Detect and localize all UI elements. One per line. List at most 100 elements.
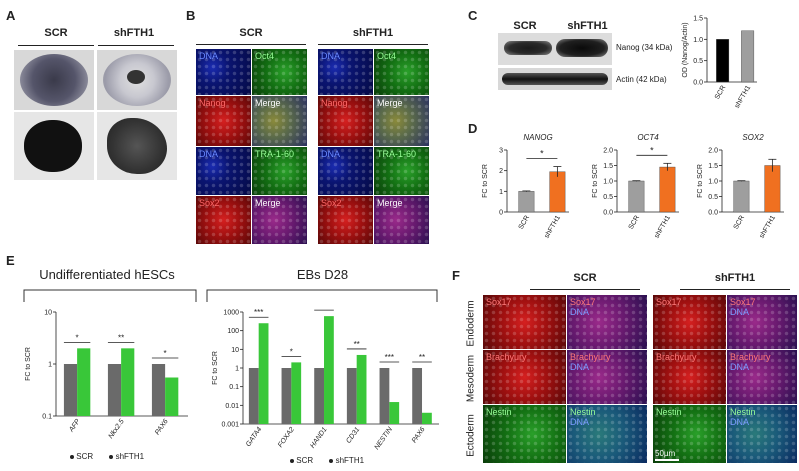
y-tick-label: 0.5 <box>708 194 718 201</box>
b-sh-merge-1: Merge <box>374 96 429 146</box>
sig-marker: * <box>164 349 167 358</box>
chart-c-od: 0.0 0.5 1.0 1.5 OD (Nanog/Actin) SCR shFTH1 <box>682 16 757 110</box>
x-tick-label: PAX6 <box>154 418 170 436</box>
sig-marker: *** <box>254 308 263 317</box>
colony-closeup-scr <box>14 112 94 180</box>
b-scr-oct4: Oct4 <box>252 49 307 95</box>
sig-marker: * <box>540 149 544 159</box>
b-sh-sox2: Sox2 <box>318 196 373 244</box>
x-tick-label: PAX6 <box>411 426 427 444</box>
bar-shFTH1-FOXA2 <box>291 362 302 424</box>
b-scr-dna-2: DNA <box>196 147 251 195</box>
f-scale-label: 50µm <box>655 449 676 458</box>
bar-shFTH1 <box>764 165 781 213</box>
f-scr-sox17-dna: Sox17 DNA <box>567 295 647 349</box>
panel-b-underline-scr <box>196 44 306 45</box>
x-tick-label: SCR <box>714 85 727 101</box>
y-tick-label: 10 <box>44 310 52 317</box>
bar-shFTH1-Nkx2.5 <box>121 348 135 416</box>
bar-shFTH1-PAX6 <box>165 377 179 416</box>
sig-marker: * <box>76 333 79 342</box>
panel-d-label: D <box>468 121 478 136</box>
y-tick-label: 1 <box>499 189 503 196</box>
bar-shFTH1-PAX6 <box>422 412 432 424</box>
panel-f-header-shfth1: shFTH1 <box>714 272 756 284</box>
chart-d-nanog: NANOG 0 1 2 3 FC to SCR SCR shFTH1 * <box>482 133 569 240</box>
y-tick-label: 3 <box>499 148 503 155</box>
colony-plate-shfth1 <box>97 50 177 110</box>
f-scr-brachyury-dna: Brachyury DNA <box>567 350 647 404</box>
y-axis-label: FC to SCR <box>697 164 704 198</box>
y-tick-label: 0.1 <box>229 384 239 391</box>
y-tick-label: 1.0 <box>693 37 703 44</box>
b-scr-tra160: TRA-1-60 <box>252 147 307 195</box>
panel-c-header-shfth1: shFTH1 <box>567 20 608 32</box>
chart-title: NANOG <box>523 133 552 142</box>
e-left-bracket <box>23 289 197 302</box>
y-axis-label: FC to SCR <box>592 164 599 198</box>
y-tick-label: 100 <box>227 328 239 335</box>
chart-d-oct4: OCT4 0.0 0.5 1.0 1.5 2.0 FC to SCR SCR shFTH1 * <box>592 133 679 240</box>
y-tick-label: 1.0 <box>603 179 613 186</box>
x-tick-label: shFTH1 <box>544 214 563 239</box>
x-tick-label: SCR <box>628 215 641 231</box>
bar-SCR-PAX6 <box>412 368 423 424</box>
y-axis-label: FC to SCR <box>482 164 489 198</box>
blot-nanog <box>498 33 612 65</box>
bar-shFTH1 <box>659 166 676 213</box>
panel-e-label: E <box>6 253 15 268</box>
y-tick-label: 1 <box>235 366 239 373</box>
panel-a-header-scr: SCR <box>44 27 68 39</box>
y-tick-label: 0.5 <box>693 58 703 65</box>
b-sh-oct4: Oct4 <box>374 49 429 95</box>
y-tick-label: 2.0 <box>603 148 613 155</box>
chart-d-sox2: SOX2 0.0 0.5 1.0 1.5 2.0 FC to SCR SCR shFTH1 <box>697 133 784 240</box>
bar-SCR <box>518 191 535 213</box>
x-tick-label: shFTH1 <box>654 214 673 239</box>
x-tick-label: NESTIN <box>374 425 395 451</box>
bar-SCR <box>733 180 750 213</box>
chart-title: OCT4 <box>637 133 659 142</box>
sig-marker: *** <box>385 353 394 362</box>
y-tick-label: 1.0 <box>708 179 718 186</box>
f-sh-brachyury-dna: Brachyury DNA <box>727 350 797 404</box>
b-scale-bar <box>228 95 248 96</box>
f-scr-nestin-dna: Nestin DNA <box>567 405 647 463</box>
blot-actin <box>498 68 612 90</box>
e-right-legend: SCR shFTH1 <box>290 456 364 465</box>
panel-f-header-scr: SCR <box>573 272 597 284</box>
f-row-mesoderm: Mesoderm <box>465 354 477 403</box>
panel-c-header-scr: SCR <box>513 20 537 32</box>
bar-SCR <box>716 39 730 83</box>
bar-SCR-GATA4 <box>248 368 259 424</box>
f-sh-nestin-dna: Nestin DNA <box>727 405 797 463</box>
bar-SCR-FOXA2 <box>281 368 292 424</box>
e-left-legend: SCR shFTH1 <box>70 452 144 461</box>
b-sh-merge-2: Merge <box>374 196 429 244</box>
bar-shFTH1 <box>741 30 755 83</box>
y-axis-label: OD (Nanog/Actin) <box>682 22 689 77</box>
b-scr-sox2: Sox2 <box>196 196 251 244</box>
sig-marker: ** <box>118 333 124 342</box>
y-tick-label: 1 <box>48 362 52 369</box>
panel-b-underline-shfth1 <box>318 44 428 45</box>
e-right-bracket <box>206 289 438 302</box>
f-sh-brachyury: Brachyury <box>653 350 726 404</box>
panel-f-underline-shfth1 <box>680 289 790 290</box>
panel-b-label: B <box>186 8 196 23</box>
y-axis-label: FC to SCR <box>25 347 32 381</box>
x-tick-label: HAND1 <box>309 426 328 450</box>
bar-SCR-Nkx2.5 <box>107 364 122 416</box>
y-tick-label: 0.001 <box>221 422 239 429</box>
bar-SCR-HAND1 <box>314 368 325 424</box>
bar-SCR-PAX6 <box>151 364 166 416</box>
y-tick-label: 0.0 <box>603 210 613 217</box>
panel-b-header-shfth1: shFTH1 <box>352 27 394 39</box>
y-tick-label: 0.5 <box>603 194 613 201</box>
y-tick-label: 0 <box>499 210 503 217</box>
y-tick-label: 0.1 <box>42 414 52 421</box>
f-sh-sox17: Sox17 <box>653 295 726 349</box>
x-tick-label: shFTH1 <box>734 84 753 109</box>
sig-marker: * <box>290 347 293 356</box>
